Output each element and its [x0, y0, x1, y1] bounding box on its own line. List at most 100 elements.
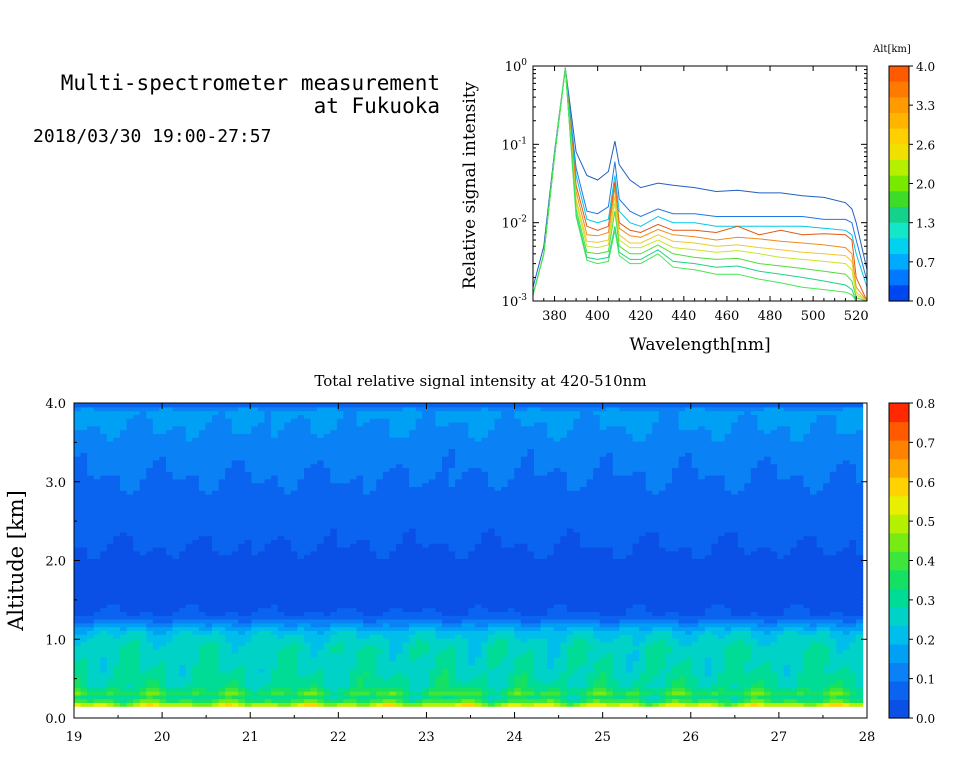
heatmap-cell: [192, 592, 200, 597]
heatmap-cell: [284, 687, 292, 692]
heatmap-cell: [290, 619, 299, 624]
heatmap-cell: [297, 456, 305, 461]
heatmap-cell: [192, 603, 200, 609]
heatmap-cell: [80, 433, 88, 438]
heatmap-cell: [113, 698, 121, 703]
heatmap-cell: [80, 421, 88, 427]
heatmap-cell: [139, 607, 147, 613]
heatmap-cell: [152, 554, 161, 559]
heatmap-cell: [442, 406, 450, 412]
heatmap-cell: [238, 694, 246, 700]
heatmap-cell: [106, 626, 115, 631]
heatmap-cell: [152, 497, 161, 503]
heatmap-cell: [264, 410, 272, 415]
heatmap-cell: [350, 619, 358, 624]
heatmap-cell: [179, 698, 187, 703]
heatmap-cell: [461, 645, 469, 650]
heatmap-cell: [435, 588, 443, 594]
heatmap-cell: [74, 421, 82, 427]
heatmap-cell: [106, 475, 115, 480]
heatmap-cell: [396, 524, 404, 529]
heatmap-cell: [336, 683, 345, 688]
heatmap-cell: [185, 478, 193, 484]
heatmap-cell: [225, 626, 233, 631]
heatmap-cell: [376, 581, 384, 586]
heatmap-cell: [317, 694, 325, 700]
heatmap-cell: [238, 475, 246, 480]
heatmap-cell: [198, 687, 207, 692]
heatmap-cell: [415, 440, 423, 446]
heatmap-cell: [402, 584, 410, 590]
heatmap-cell: [356, 592, 364, 597]
heatmap-cell: [317, 421, 325, 427]
heatmap-cell: [350, 653, 358, 658]
heatmap-cell: [356, 656, 364, 662]
heatmap-cell: [87, 448, 95, 453]
heatmap-cell: [455, 694, 463, 700]
heatmap-cell: [80, 626, 88, 631]
heatmap-cell: [238, 543, 246, 548]
heatmap-cell: [389, 611, 397, 616]
heatmap-cell: [461, 592, 469, 597]
heatmap-cell: [231, 452, 239, 457]
heatmap-cell: [369, 459, 377, 465]
heatmap-cell: [271, 645, 279, 650]
heatmap-cell: [330, 664, 338, 669]
heatmap-cell: [317, 505, 325, 510]
heatmap-cell: [218, 509, 226, 514]
heatmap-cell: [396, 626, 404, 631]
heatmap-cell: [185, 702, 193, 707]
heatmap-cell: [277, 656, 285, 662]
heatmap-cell: [304, 531, 312, 537]
heatmap-cell: [284, 562, 292, 567]
heatmap-cell: [238, 565, 246, 571]
heatmap-cell: [330, 475, 338, 480]
heatmap-cell: [205, 535, 213, 541]
heatmap-cell: [244, 440, 253, 446]
heatmap-cell: [363, 459, 371, 465]
heatmap-cell: [284, 512, 292, 518]
heatmap-cell: [297, 603, 305, 609]
heatmap-cell: [80, 569, 88, 575]
heatmap-cell: [317, 702, 325, 707]
heatmap-cell: [271, 429, 279, 434]
heatmap-cell: [343, 607, 351, 613]
heatmap-cell: [415, 565, 423, 571]
heatmap-cell: [290, 505, 299, 510]
heatmap-cell: [166, 475, 174, 480]
heatmap-cell: [442, 425, 450, 431]
heatmap-cell: [198, 634, 207, 639]
heatmap-cell: [93, 414, 101, 419]
heatmap-cell: [297, 497, 305, 503]
heatmap-cell: [126, 615, 134, 620]
heatmap-cell: [74, 444, 82, 450]
heatmap-cell: [205, 656, 213, 662]
heatmap-cell: [146, 501, 154, 506]
heatmap-cell: [126, 581, 134, 586]
heatmap-cell: [455, 497, 463, 503]
heatmap-cell: [271, 490, 279, 495]
heatmap-cell: [231, 562, 239, 567]
heatmap-cell: [356, 702, 364, 707]
heatmap-cell: [133, 592, 141, 597]
heatmap-cell: [389, 675, 397, 681]
heatmap-cell: [166, 634, 174, 639]
heatmap-cell: [336, 577, 345, 582]
heatmap-cell: [343, 543, 351, 548]
heatmap-cell: [415, 543, 423, 548]
heatmap-cell: [146, 493, 154, 499]
heatmap-cell: [336, 622, 345, 628]
heatmap-cell: [192, 414, 200, 419]
heatmap-cell: [159, 577, 167, 582]
heatmap-cell: [435, 486, 443, 491]
heatmap-cell: [323, 683, 331, 688]
heatmap-cell: [382, 675, 391, 681]
heatmap-cell: [87, 562, 95, 567]
heatmap-cell: [415, 600, 423, 605]
heatmap-cell: [435, 660, 443, 666]
heatmap-cell: [363, 444, 371, 450]
heatmap-cell: [225, 478, 233, 484]
heatmap-cell: [159, 543, 167, 548]
heatmap-cell: [343, 656, 351, 662]
heatmap-cell: [389, 531, 397, 537]
